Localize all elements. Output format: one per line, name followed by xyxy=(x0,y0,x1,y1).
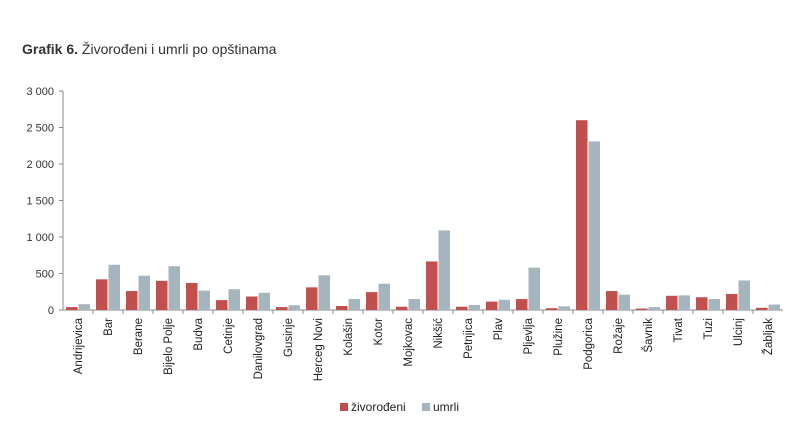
bar-zivorodjeni xyxy=(276,307,288,310)
bar-umrli xyxy=(168,266,180,310)
y-tick-label: 3 000 xyxy=(26,86,54,98)
bar-umrli xyxy=(198,290,210,310)
bar-umrli xyxy=(348,299,360,310)
bar-zivorodjeni xyxy=(726,293,738,310)
y-tick-label: 0 xyxy=(48,305,54,317)
bar-zivorodjeni xyxy=(216,300,228,310)
bar-umrli xyxy=(528,267,540,310)
x-category-label: Mojkovac xyxy=(403,318,415,367)
bar-umrli xyxy=(408,299,420,310)
x-category-label: Šavnik xyxy=(642,318,655,353)
x-category-label: Danilovgrad xyxy=(253,318,265,379)
x-category-label: Tivat xyxy=(673,317,685,342)
bar-zivorodjeni xyxy=(96,279,108,310)
bar-umrli xyxy=(138,275,150,310)
x-category-label: Podgorica xyxy=(583,317,595,369)
bar-zivorodjeni xyxy=(486,301,498,310)
x-category-label: Pljevlja xyxy=(523,317,535,354)
x-category-label: Bar xyxy=(103,318,115,336)
bar-zivorodjeni xyxy=(546,308,558,310)
x-category-label: Plužine xyxy=(553,318,565,356)
x-category-label: Kotor xyxy=(373,318,385,346)
x-category-label: Cetinje xyxy=(223,318,235,354)
x-category-label: Bijelo Polje xyxy=(163,318,175,375)
x-category-label: Kolašin xyxy=(343,318,355,356)
bar-umrli xyxy=(288,305,300,310)
bar-umrli xyxy=(708,299,720,310)
y-tick-label: 1 000 xyxy=(26,232,54,244)
bar-zivorodjeni xyxy=(186,282,198,310)
x-category-label: Andrijevica xyxy=(73,317,85,374)
bar-zivorodjeni xyxy=(66,307,78,310)
legend-label: živorođeni xyxy=(351,400,406,414)
bar-zivorodjeni xyxy=(636,308,648,310)
bar-umrli xyxy=(648,307,660,310)
bar-zivorodjeni xyxy=(396,306,408,310)
bar-umrli xyxy=(318,275,330,310)
x-category-label: Žabljak xyxy=(762,318,775,355)
bar-zivorodjeni xyxy=(576,120,588,310)
bar-umrli xyxy=(258,292,270,310)
x-category-label: Gusinje xyxy=(283,318,295,357)
legend-swatch xyxy=(340,403,348,411)
x-category-label: Herceg Novi xyxy=(313,318,325,381)
x-category-label: Petnjica xyxy=(463,317,475,359)
x-category-label: Tuzi xyxy=(703,318,715,339)
bar-zivorodjeni xyxy=(516,299,528,310)
bar-umrli xyxy=(768,304,780,310)
bar-zivorodjeni xyxy=(696,297,708,310)
bar-umrli xyxy=(438,230,450,310)
y-tick-label: 500 xyxy=(36,269,54,281)
bar-umrli xyxy=(108,264,120,310)
bar-umrli xyxy=(618,294,630,310)
bar-zivorodjeni xyxy=(156,280,168,310)
bar-umrli xyxy=(468,304,480,310)
y-tick-label: 2 000 xyxy=(26,159,54,171)
bar-zivorodjeni xyxy=(336,305,348,310)
x-category-label: Ulcinj xyxy=(733,318,745,346)
bar-zivorodjeni xyxy=(246,296,258,310)
bar-zivorodjeni xyxy=(306,287,318,310)
bar-zivorodjeni xyxy=(456,306,468,310)
x-category-label: Rožaje xyxy=(613,318,625,354)
x-category-label: Nikšić xyxy=(433,318,445,349)
bar-zivorodjeni xyxy=(126,291,138,310)
x-category-label: Budva xyxy=(193,317,205,350)
bar-zivorodjeni xyxy=(426,261,438,310)
bar-umrli xyxy=(78,304,90,310)
chart-title: Grafik 6. Živorođeni i umrli po opštinam… xyxy=(22,41,276,57)
bar-zivorodjeni xyxy=(366,292,378,310)
bar-zivorodjeni xyxy=(666,295,678,310)
y-tick-label: 2 500 xyxy=(26,123,54,135)
x-category-label: Berane xyxy=(133,318,145,355)
bar-umrli xyxy=(588,141,600,310)
bar-umrli xyxy=(498,299,510,310)
bar-umrli xyxy=(738,280,750,310)
y-tick-label: 1 500 xyxy=(26,196,54,208)
bar-umrli xyxy=(678,295,690,310)
legend-label: umrli xyxy=(433,400,459,414)
legend-swatch xyxy=(422,403,430,411)
bar-umrli xyxy=(378,283,390,310)
bar-zivorodjeni xyxy=(606,291,618,310)
chart-title-number: Grafik 6. xyxy=(22,41,79,57)
bar-umrli xyxy=(228,289,240,310)
bar-zivorodjeni xyxy=(756,307,768,310)
chart-title-text: Živorođeni i umrli po opštinama xyxy=(81,41,277,57)
x-category-label: Plav xyxy=(493,318,505,341)
bar-umrli xyxy=(558,306,570,310)
